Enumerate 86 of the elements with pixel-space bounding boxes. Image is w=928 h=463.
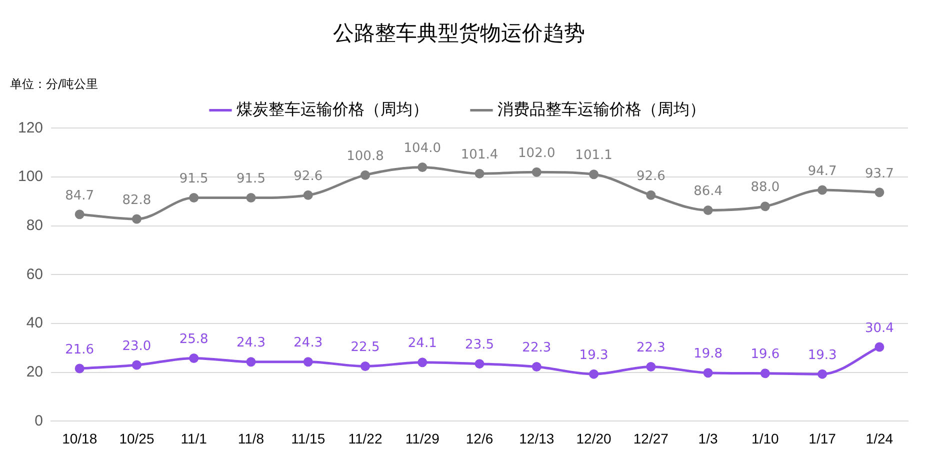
data-label: 94.7: [808, 164, 837, 179]
data-label: 24.3: [294, 336, 323, 351]
point: [703, 368, 713, 378]
point: [589, 369, 599, 379]
point: [474, 168, 484, 178]
y-tick-label: 0: [34, 412, 44, 430]
x-tick-label: 1/10: [752, 430, 780, 446]
legend-label: 煤炭整车运输价格（周均）: [236, 99, 428, 118]
x-tick-label: 1/3: [698, 430, 718, 446]
data-label: 84.7: [65, 188, 94, 204]
data-label: 22.3: [636, 340, 666, 356]
point: [474, 359, 484, 369]
x-tick-label: 10/18: [62, 430, 98, 446]
point: [760, 202, 770, 212]
point: [360, 170, 370, 180]
data-label: 19.8: [694, 346, 723, 362]
y-tick-label: 20: [26, 364, 44, 381]
point: [703, 205, 713, 215]
point: [418, 358, 428, 368]
point: [303, 357, 313, 367]
point: [189, 353, 199, 363]
point: [189, 193, 199, 203]
x-tick-label: 11/22: [348, 430, 382, 446]
x-tick-label: 11/15: [291, 430, 326, 446]
data-label: 82.8: [122, 192, 152, 208]
point: [418, 162, 428, 172]
x-tick-label: 11/1: [180, 430, 208, 446]
data-label: 101.1: [575, 148, 612, 164]
data-label: 19.6: [750, 347, 780, 362]
data-label: 30.4: [864, 320, 894, 336]
data-label: 100.8: [346, 148, 384, 164]
data-label: 19.3: [808, 348, 837, 363]
y-tick-label: 60: [26, 266, 44, 283]
data-label: 102.0: [518, 146, 556, 162]
x-tick-label: 12/6: [466, 430, 494, 446]
data-label: 23.0: [122, 338, 152, 354]
data-label: 92.6: [636, 168, 666, 184]
data-label: 21.6: [65, 342, 94, 358]
x-tick-label: 11/29: [405, 430, 440, 446]
point: [874, 342, 884, 352]
point: [360, 362, 370, 372]
x-tick-label: 10/25: [119, 430, 154, 446]
data-label: 101.4: [460, 147, 498, 162]
data-label: 104.0: [404, 141, 441, 156]
point: [818, 369, 828, 379]
data-label: 91.5: [236, 172, 266, 187]
data-label: 22.3: [522, 340, 552, 356]
x-tick-label: 1/17: [808, 430, 836, 446]
x-tick-label: 12/27: [633, 430, 669, 446]
chart-title: 公路整车典型货物运价趋势: [333, 21, 585, 46]
data-label: 86.4: [694, 184, 723, 200]
data-label: 92.6: [294, 168, 323, 184]
x-tick-label: 12/20: [576, 430, 612, 446]
data-label: 91.5: [179, 172, 208, 187]
data-label: 24.1: [408, 336, 437, 352]
x-tick-label: 1/24: [866, 430, 894, 446]
y-tick-label: 120: [18, 119, 44, 136]
y-tick-label: 100: [18, 168, 44, 186]
point: [874, 188, 884, 198]
point: [132, 214, 142, 224]
point: [132, 360, 142, 370]
point: [74, 210, 84, 220]
data-label: 24.3: [236, 336, 266, 351]
legend-label: 消费品整车运输价格（周均）: [498, 99, 706, 118]
point: [532, 167, 542, 177]
point: [532, 362, 542, 372]
point: [246, 193, 256, 203]
point: [246, 357, 256, 367]
x-tick-label: 11/8: [238, 430, 264, 446]
point: [760, 368, 770, 378]
point: [646, 190, 656, 200]
point: [818, 185, 828, 195]
data-label: 25.8: [179, 332, 208, 348]
data-label: 22.5: [350, 340, 380, 356]
data-label: 88.0: [750, 180, 780, 196]
data-label: 23.5: [465, 338, 494, 353]
y-tick-label: 80: [26, 217, 44, 234]
y-tick-label: 40: [26, 314, 44, 332]
point: [303, 190, 313, 200]
data-label: 19.3: [579, 348, 608, 363]
point: [74, 364, 84, 374]
point: [589, 170, 599, 180]
text: 单位：分/吨公里: [10, 76, 98, 93]
data-label: 93.7: [864, 166, 894, 182]
x-tick-label: 12/13: [519, 430, 554, 446]
point: [646, 362, 656, 372]
